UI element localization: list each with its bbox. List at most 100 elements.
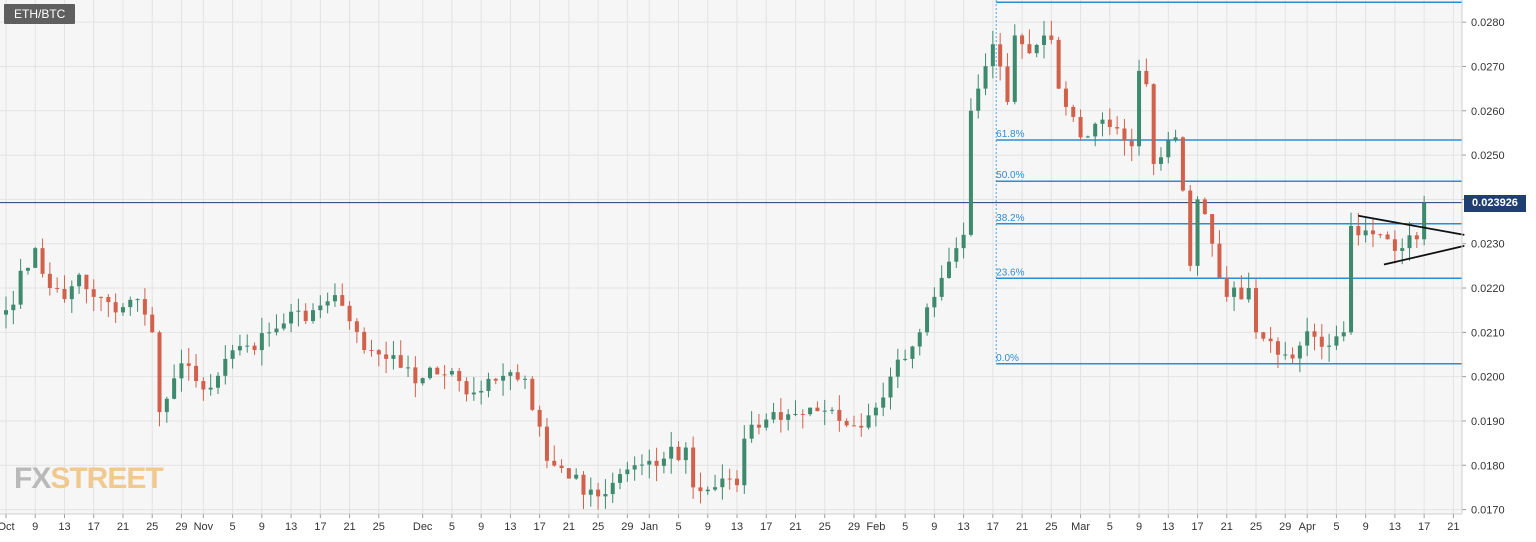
candle-body [99, 296, 104, 298]
x-tick-label: 29 [1279, 521, 1291, 533]
candle-body [669, 446, 674, 459]
candle-body [1290, 354, 1295, 359]
candle-body [749, 424, 754, 439]
x-tick-label: 5 [449, 521, 455, 533]
x-tick-label: 17 [1191, 521, 1203, 533]
candle-body [164, 398, 169, 413]
candle-body [1275, 341, 1280, 355]
candle-body [1034, 44, 1039, 54]
x-tick-label: 13 [285, 521, 297, 533]
candle-body [442, 374, 447, 376]
candle-body [1151, 84, 1156, 164]
x-tick-label: 13 [1162, 521, 1174, 533]
candle-body [625, 469, 630, 475]
candle-body [1173, 137, 1178, 141]
candle-body [676, 446, 681, 461]
candle-body [961, 234, 966, 249]
candle-body [296, 310, 301, 312]
candle-body [40, 248, 45, 274]
candle-body [113, 302, 118, 313]
candle-body [968, 110, 973, 235]
candle-body [574, 474, 579, 479]
x-tick-label: 17 [760, 521, 772, 533]
candle-body [976, 88, 981, 111]
x-tick-label: Nov [194, 521, 214, 533]
x-tick-label: 25 [1250, 521, 1262, 533]
x-tick-label: Mar [1071, 521, 1090, 533]
plot-area [0, 0, 1462, 514]
x-tick-label: 5 [1333, 521, 1339, 533]
y-tick-label: 0.0250 [1471, 150, 1505, 162]
candle-body [844, 420, 849, 426]
candle-body [18, 270, 23, 305]
candle-body [77, 274, 82, 287]
fib-level-label: 61.8% [996, 129, 1024, 140]
candle-body [464, 381, 469, 395]
candle-body [1363, 230, 1368, 236]
candle-body [632, 465, 637, 470]
candle-body [215, 375, 221, 388]
y-tick-label: 0.0260 [1471, 106, 1505, 118]
x-tick-label: 13 [1389, 521, 1401, 533]
candle-body [1158, 157, 1163, 164]
candle-body [939, 277, 944, 297]
candle-body [449, 371, 454, 375]
candle-body [1012, 35, 1017, 102]
y-tick-label: 0.0180 [1471, 460, 1505, 472]
x-tick-label: 5 [230, 521, 236, 533]
candle-body [1312, 331, 1317, 337]
candle-body [172, 378, 177, 399]
candle-body [486, 378, 491, 391]
candle-body [1305, 331, 1310, 346]
candle-body [208, 387, 213, 390]
candle-body [303, 310, 308, 322]
candle-body [1115, 127, 1120, 129]
x-tick-label: 25 [819, 521, 831, 533]
y-axis: 0.0170 0.0180 0.0190 0.0200 0.0210 0.0220 0.02… [1462, 17, 1505, 517]
candle-body [332, 295, 337, 302]
fib-level-label: 50.0% [996, 170, 1024, 181]
candle-body [793, 413, 798, 415]
candle-body [734, 478, 740, 486]
fib-level-label: 23.6% [996, 267, 1024, 278]
y-tick-label: 0.0200 [1471, 372, 1505, 384]
candle-body [274, 328, 279, 333]
candle-body [566, 468, 571, 479]
fib-level-label: 38.2% [996, 213, 1024, 224]
x-tick-label: 13 [957, 521, 969, 533]
candle-body [1356, 225, 1361, 236]
x-tick-label: 17 [314, 521, 326, 533]
candle-body [369, 350, 374, 352]
candle-body [530, 378, 535, 410]
y-tick-label: 0.0270 [1471, 61, 1505, 73]
candle-body [508, 372, 513, 376]
candle-body [859, 425, 864, 428]
candle-body [683, 447, 688, 461]
candle-body [691, 447, 696, 488]
x-tick-label: 25 [373, 521, 385, 533]
x-tick-label: 21 [563, 521, 575, 533]
logo-street: STREET [50, 462, 163, 495]
candle-body [1319, 336, 1324, 347]
candle-body [1422, 202, 1427, 240]
candle-body [727, 478, 732, 480]
x-tick-label: 21 [1016, 521, 1028, 533]
x-axis: Oct 9 13 17 21 25 29 Nov 5 9 13 17 21 25 Dec 5 9 13 17 21 25… [0, 514, 1460, 533]
x-tick-label: 21 [1447, 521, 1459, 533]
candle-body [252, 345, 257, 351]
candle-body [1385, 234, 1390, 240]
candle-body [588, 489, 593, 495]
x-tick-label: 13 [731, 521, 743, 533]
candle-body [391, 355, 396, 359]
candle-body [223, 358, 228, 376]
candle-body [1078, 116, 1083, 138]
candle-body [150, 314, 155, 333]
candle-body [888, 376, 893, 398]
candle-body [457, 371, 462, 382]
candle-body [1370, 230, 1375, 235]
grid [0, 0, 1462, 514]
candle-body [815, 407, 820, 412]
candle-body [1400, 248, 1405, 251]
x-tick-label: 5 [1107, 521, 1113, 533]
